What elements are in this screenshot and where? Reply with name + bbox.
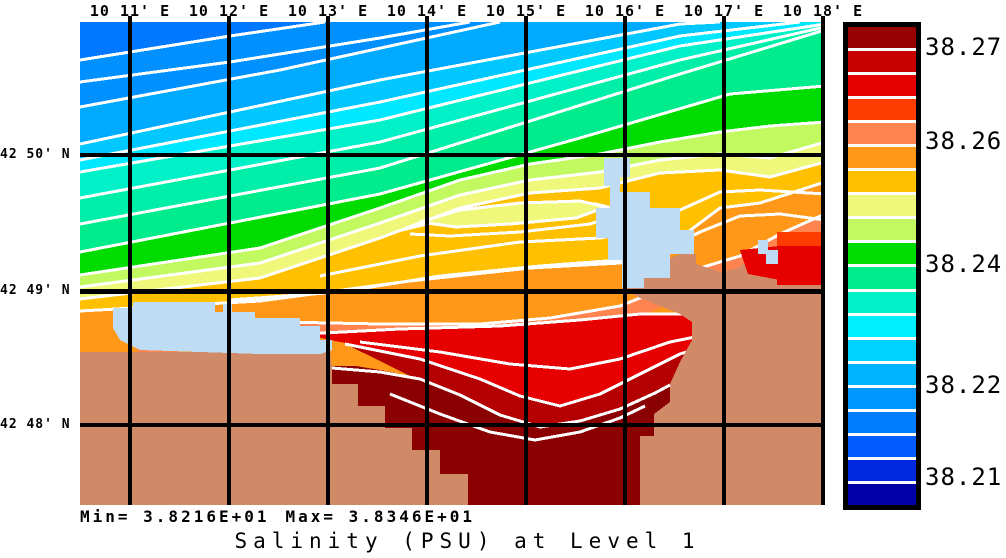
colorbar-band bbox=[848, 411, 916, 433]
colorbar-band bbox=[848, 75, 916, 97]
colorbar-band bbox=[848, 291, 916, 313]
colorbar-value-label: 38.27 bbox=[925, 33, 1003, 61]
x-tick-mark bbox=[326, 16, 330, 23]
colorbar-band bbox=[848, 27, 916, 49]
x-tick-mark bbox=[524, 16, 528, 23]
colorbar-value-label: 38.26 bbox=[925, 127, 1003, 155]
max-value: Max= 3.8346E+01 bbox=[285, 507, 475, 526]
y-tick-label: 42 48' N bbox=[0, 417, 71, 432]
colorbar-band bbox=[848, 195, 916, 217]
masked-cells-channel bbox=[596, 158, 694, 288]
colorbar-band bbox=[848, 339, 916, 361]
maroon-polygon bbox=[332, 366, 670, 505]
colorbar-band bbox=[848, 147, 916, 169]
x-tick-mark bbox=[623, 16, 627, 23]
masked-cells-west bbox=[113, 302, 332, 354]
x-tick-label: 10 15' E bbox=[485, 2, 567, 20]
colorbar-band bbox=[848, 219, 916, 241]
colorbar-band bbox=[848, 315, 916, 337]
masked-water-cells bbox=[113, 158, 778, 354]
colorbar-band bbox=[848, 51, 916, 73]
x-tick-label: 10 11' E bbox=[89, 2, 171, 20]
colorbar-band bbox=[848, 363, 916, 385]
colorbar-band bbox=[848, 459, 916, 481]
land-southwest bbox=[80, 352, 468, 505]
colorbar-value-label: 38.24 bbox=[925, 250, 1003, 278]
x-tick-label: 10 13' E bbox=[287, 2, 369, 20]
colorbar-band bbox=[848, 387, 916, 409]
y-tick-label: 42 50' N bbox=[0, 147, 71, 162]
colorbar-value-label: 38.21 bbox=[925, 463, 1003, 491]
x-tick-mark bbox=[821, 16, 825, 23]
x-tick-mark bbox=[425, 16, 429, 23]
y-tick-label: 42 49' N bbox=[0, 283, 71, 298]
x-tick-label: 10 17' E bbox=[683, 2, 765, 20]
colorbar bbox=[843, 22, 921, 510]
colorbar-value-label: 38.22 bbox=[925, 371, 1003, 399]
salinity-map bbox=[80, 22, 825, 505]
colorbar-labels: 38.27 38.26 38.24 38.22 38.21 bbox=[925, 22, 1006, 510]
colorbar-band bbox=[848, 267, 916, 289]
coastal-red-patches bbox=[740, 232, 825, 285]
x-tick-mark bbox=[722, 16, 726, 23]
minmax-readout: Min= 3.8216E+01 Max= 3.8346E+01 bbox=[80, 507, 491, 526]
x-tick-mark bbox=[227, 16, 231, 23]
min-value: Min= 3.8216E+01 bbox=[80, 507, 270, 526]
colorbar-band bbox=[848, 99, 916, 121]
colorbar-band bbox=[848, 483, 916, 505]
colorbar-band bbox=[848, 435, 916, 457]
x-tick-label: 10 12' E bbox=[188, 2, 270, 20]
x-tick-label: 10 18' E bbox=[782, 2, 864, 20]
x-tick-label: 10 14' E bbox=[386, 2, 468, 20]
page-title: Salinity (PSU) at Level 1 bbox=[234, 529, 701, 553]
colorbar-band bbox=[848, 243, 916, 265]
colorbar-band bbox=[848, 123, 916, 145]
colorbar-band bbox=[848, 171, 916, 193]
x-tick-label: 10 16' E bbox=[584, 2, 666, 20]
grid-overlay bbox=[80, 22, 825, 505]
x-tick-mark bbox=[128, 16, 132, 23]
maroon-core bbox=[331, 366, 671, 505]
